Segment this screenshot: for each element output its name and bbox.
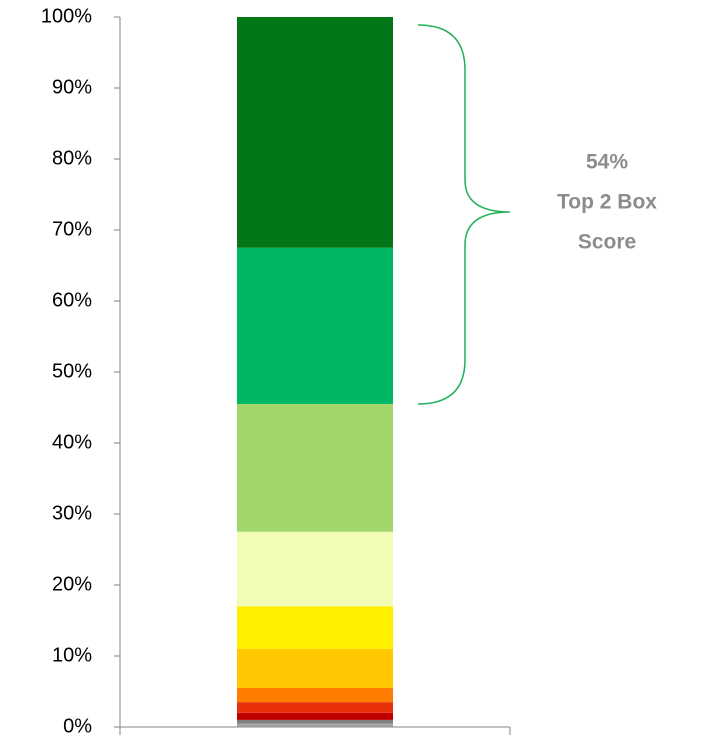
annotation: Top 2 Box — [557, 191, 657, 214]
y-tick-label: 90% — [52, 76, 92, 98]
y-tick-label: 60% — [52, 289, 92, 311]
annotation: Score — [578, 231, 636, 254]
bar-segment — [237, 648, 393, 688]
y-tick-label: 80% — [52, 147, 92, 169]
bar-segment — [237, 712, 393, 720]
bar-segment — [237, 723, 393, 727]
bar-segment — [237, 719, 393, 724]
annotation: 54% — [586, 151, 628, 174]
y-tick-label: 100% — [41, 5, 92, 27]
y-tick-label: 40% — [52, 431, 92, 453]
bar-segment — [237, 702, 393, 713]
y-tick-label: 70% — [52, 218, 92, 240]
bar-segment — [237, 606, 393, 649]
bar-segment — [237, 403, 393, 532]
y-tick-label: 50% — [52, 360, 92, 382]
y-tick-label: 0% — [63, 715, 92, 737]
y-tick-label: 10% — [52, 644, 92, 666]
brace — [417, 24, 511, 405]
bar-segment — [237, 687, 393, 703]
y-tick-label: 20% — [52, 573, 92, 595]
y-tick-label: 30% — [52, 502, 92, 524]
bar-segment — [237, 247, 393, 404]
bar-segment — [237, 17, 393, 248]
bar-segment — [237, 531, 393, 607]
